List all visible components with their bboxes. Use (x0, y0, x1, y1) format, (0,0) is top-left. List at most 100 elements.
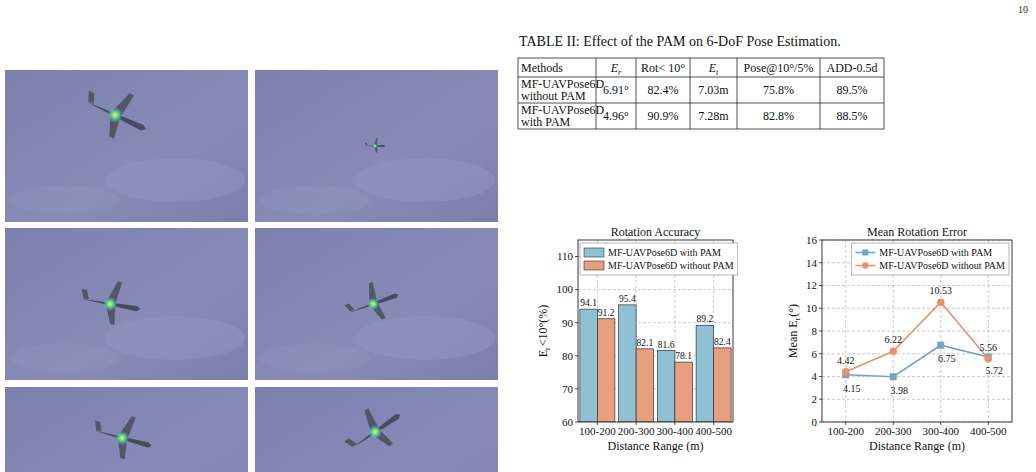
data-label: 6.22 (885, 334, 903, 345)
x-tick-label: 300-400 (922, 425, 959, 437)
image-panel (5, 228, 248, 380)
table-rule (518, 58, 884, 59)
legend: MF-UAVPose6D with PAMMF-UAVPose6D withou… (851, 243, 1009, 275)
chart-title: Mean Rotation Error (867, 225, 967, 239)
attention-blob (104, 104, 125, 125)
ylabel-sub: r (793, 317, 802, 320)
y-tick (819, 285, 822, 286)
grid-line (822, 308, 1012, 309)
marker (937, 342, 944, 349)
aircraft (87, 407, 157, 465)
data-label: 94.1 (580, 298, 597, 308)
grid-line (822, 285, 1012, 286)
image-panel (255, 70, 498, 222)
aircraft (337, 395, 412, 465)
table-rule (690, 58, 691, 129)
table-cell: 7.03m (698, 83, 729, 97)
wing (359, 408, 393, 450)
bar (580, 309, 598, 422)
data-label: 82.1 (637, 338, 654, 348)
ylabel-tail: <10°(%) (536, 305, 550, 347)
y-tick (819, 331, 822, 332)
y-tick-label: 100 (557, 283, 574, 295)
cloud (260, 185, 370, 215)
image-background (255, 387, 498, 472)
bar (597, 319, 615, 422)
y-tick-label: 70 (562, 383, 574, 395)
marks (580, 305, 731, 422)
legend-marker (862, 262, 868, 268)
aircraft (365, 138, 385, 152)
table-header: Rot< 10° (641, 61, 685, 75)
tail (85, 91, 98, 104)
image-background (255, 228, 498, 380)
image-background (5, 228, 248, 380)
table-cell: 82.8% (763, 109, 794, 123)
grid-line (845, 240, 846, 422)
cell-line: without PAM (521, 89, 586, 103)
y-tick-label: 0 (812, 416, 818, 428)
table: TABLE II: Effect of the PAM on 6-DoF Pos… (518, 34, 884, 129)
tail (344, 302, 354, 312)
x-axis-title: Distance Range (m) (608, 439, 704, 453)
bar (675, 362, 693, 422)
legend-swatch (584, 261, 604, 270)
bar (636, 349, 654, 422)
y-axis-title: Er<10°(%) (536, 305, 552, 358)
cloud (105, 158, 245, 202)
header-subscript: t (716, 68, 719, 77)
y-tick (575, 355, 578, 356)
aircraft (75, 77, 157, 149)
x-tick-label: 100-200 (827, 425, 864, 437)
x-tick-label: 400-500 (695, 425, 732, 437)
table-rule (737, 58, 738, 129)
image-background (5, 387, 248, 472)
table-cell: 75.8% (763, 83, 794, 97)
y-tick (819, 308, 822, 309)
table-rule (820, 58, 821, 129)
y-tick (819, 422, 822, 423)
grid-line (822, 399, 1012, 400)
y-tick-label: 6 (812, 348, 818, 360)
marker (889, 347, 897, 355)
cloud (105, 316, 245, 360)
cloud (260, 343, 370, 373)
data-label: 3.98 (891, 385, 909, 396)
attention-blob (365, 296, 381, 312)
table-header: Et (708, 61, 719, 77)
legend-swatch (584, 248, 604, 257)
table-rule (884, 58, 885, 129)
page-number: 10 (1018, 4, 1028, 15)
data-label: 81.6 (658, 340, 675, 350)
y-tick-label: 60 (562, 416, 574, 428)
y-tick-label: 90 (562, 317, 574, 329)
fuselage (81, 296, 140, 312)
table-cell: 7.28m (698, 109, 729, 123)
grid-line (822, 376, 1012, 377)
grid-line (822, 331, 1012, 332)
data-label: 95.4 (619, 294, 636, 304)
fuselage (350, 412, 402, 450)
cell-line: with PAM (521, 115, 571, 129)
legend-label: MF-UAVPose6D without PAM (879, 260, 1005, 271)
ylabel-sub: r (543, 347, 552, 350)
image-panel (5, 387, 248, 472)
y-tick (575, 289, 578, 290)
aircraft (76, 276, 144, 329)
x-tick-label: 300-400 (657, 425, 694, 437)
y-tick (819, 262, 822, 263)
table-cell: 6.91° (603, 83, 629, 97)
y-tick (575, 322, 578, 323)
x-tick-label: 400-500 (970, 425, 1007, 437)
table-header: Methods (521, 61, 563, 75)
table-cell: 82.4% (648, 83, 679, 97)
plot-frame (822, 240, 1012, 422)
y-tick (575, 256, 578, 257)
chart: 60708090100110100-200200-300300-400400-5… (536, 225, 738, 453)
y-tick-label: 16 (806, 234, 818, 246)
x-tick-label: 100-200 (579, 425, 616, 437)
image-panel (5, 70, 248, 222)
table-rule (636, 58, 637, 129)
ylabel-tail: (°) (786, 304, 800, 317)
x-axis-title: Distance Range (m) (869, 439, 965, 453)
